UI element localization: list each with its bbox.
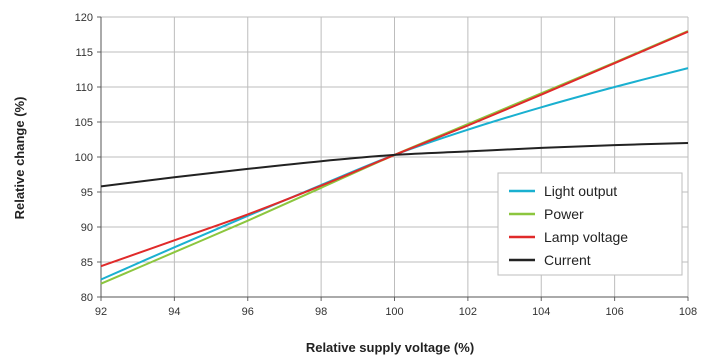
x-tick-label: 104 bbox=[532, 306, 550, 318]
legend-label-power: Power bbox=[544, 206, 584, 222]
y-axis-title: Relative change (%) bbox=[12, 97, 27, 220]
legend-label-lamp-voltage: Lamp voltage bbox=[544, 229, 628, 245]
x-tick-label: 100 bbox=[385, 306, 403, 318]
x-tick-label: 102 bbox=[459, 306, 477, 318]
series-line-current bbox=[100, 142, 689, 188]
y-tick-label: 85 bbox=[81, 257, 93, 269]
x-tick-label: 106 bbox=[605, 306, 623, 318]
y-tick-label: 105 bbox=[75, 117, 93, 129]
series-lines bbox=[100, 30, 689, 285]
legend-label-light-output: Light output bbox=[544, 183, 617, 199]
tick-labels: 92 94 96 98 100 102 104 106 108 80 85 90 95 100 105 110… bbox=[75, 12, 698, 318]
y-tick-label: 100 bbox=[75, 152, 93, 164]
y-tick-label: 90 bbox=[81, 222, 93, 234]
x-tick-label: 94 bbox=[168, 306, 180, 318]
x-tick-label: 92 bbox=[95, 306, 107, 318]
axes bbox=[97, 16, 689, 301]
y-tick-label: 120 bbox=[75, 12, 93, 24]
y-tick-label: 95 bbox=[81, 187, 93, 199]
y-tick-label: 115 bbox=[75, 47, 93, 59]
y-tick-label: 110 bbox=[75, 82, 93, 94]
x-axis-title: Relative supply voltage (%) bbox=[306, 340, 474, 355]
legend: Light output Power Lamp voltage Current bbox=[497, 172, 683, 276]
y-tick-label: 80 bbox=[81, 292, 93, 304]
legend-label-current: Current bbox=[544, 252, 591, 268]
x-tick-label: 96 bbox=[242, 306, 254, 318]
x-tick-label: 98 bbox=[315, 306, 327, 318]
x-tick-label: 108 bbox=[679, 306, 697, 318]
